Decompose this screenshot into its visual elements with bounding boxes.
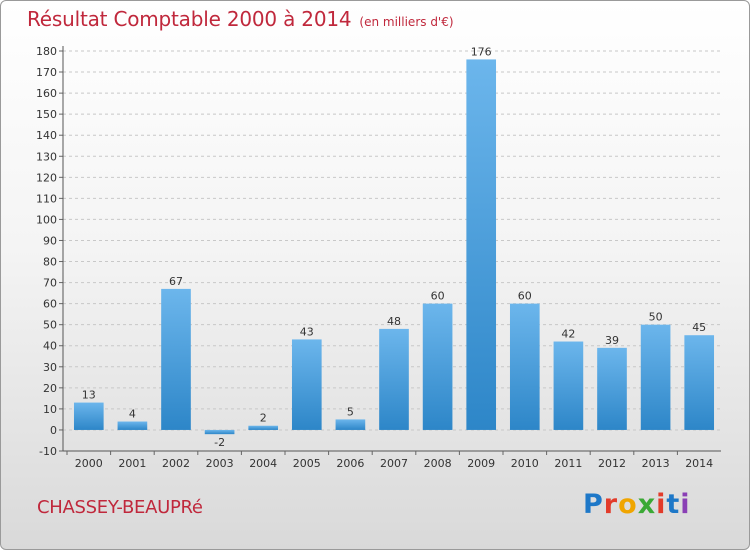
chart-title: Résultat Comptable 2000 à 2014: [27, 7, 352, 31]
y-tick-label: 40: [43, 340, 57, 353]
x-tick-label: 2004: [249, 457, 277, 470]
data-label-2004: 2: [260, 412, 267, 425]
axes: [59, 46, 721, 455]
x-tick-label: 2010: [511, 457, 539, 470]
y-tick-label: 60: [43, 298, 57, 311]
y-tick-label: 120: [36, 171, 57, 184]
y-tick-label: 110: [36, 192, 57, 205]
bar-2014: [684, 335, 715, 430]
y-tick-label: 0: [50, 424, 57, 437]
x-tick-label: 2007: [380, 457, 408, 470]
bar-2013: [640, 324, 671, 430]
chart-subtitle: (en milliers d'€): [359, 15, 454, 29]
data-label-2007: 48: [387, 315, 401, 328]
x-tick-label: 2000: [75, 457, 103, 470]
data-label-2009: 176: [471, 45, 492, 58]
data-label-2013: 50: [649, 311, 663, 324]
y-tick-label: 100: [36, 213, 57, 226]
bar-2012: [597, 347, 627, 430]
data-label-2008: 60: [431, 290, 445, 303]
logo-letter: x: [637, 489, 657, 520]
x-tick-label: 2001: [118, 457, 146, 470]
x-tick-label: 2013: [642, 457, 670, 470]
logo-letter: P: [583, 489, 604, 520]
bar-2004: [248, 425, 279, 430]
bar-2003: [204, 429, 235, 435]
y-tick-label: 170: [36, 66, 57, 79]
bar-2006: [335, 419, 366, 430]
x-tick-label: 2008: [424, 457, 452, 470]
y-tick-label: 150: [36, 108, 57, 121]
y-tick-label: 10: [43, 403, 57, 416]
bar-2002: [161, 288, 191, 430]
data-label-2010: 60: [518, 290, 532, 303]
data-label-2006: 5: [347, 405, 354, 418]
y-tick-label: 50: [43, 319, 57, 332]
x-tick-label: 2006: [336, 457, 364, 470]
bar-2008: [422, 303, 453, 430]
x-tick-labels: 2000 2001 2002 2003 2004 2005 2006 2007 2008 2009…: [75, 457, 713, 470]
data-label-2001: 4: [129, 408, 136, 421]
y-tick-label: 130: [36, 150, 57, 163]
y-tick-label: 140: [36, 129, 57, 142]
x-tick-label: 2014: [685, 457, 713, 470]
bars: [73, 59, 715, 435]
y-tick-label: 180: [36, 45, 57, 58]
bar-2001: [117, 421, 148, 430]
bar-2011: [553, 341, 584, 430]
data-label-2012: 39: [605, 334, 619, 347]
logo-letter: o: [618, 489, 638, 520]
y-tick-label: 80: [43, 256, 57, 269]
bar-2009: [466, 59, 497, 430]
logo-letter: r: [603, 489, 619, 520]
logo-letter: i: [656, 489, 667, 520]
commune-name: CHASSEY-BEAUPRé: [37, 497, 203, 518]
y-tick-label: 20: [43, 382, 57, 395]
chart-header: Résultat Comptable 2000 à 2014 (en millie…: [27, 7, 454, 31]
bar-2005: [291, 339, 322, 430]
data-label-2003: -2: [214, 436, 225, 449]
proxiti-logo: Proxiti: [583, 489, 691, 520]
x-tick-label: 2009: [467, 457, 495, 470]
y-tick-labels: -10 0 10 20 30 40 50 60 70 80 90 100 110 120 130 140 150…: [36, 45, 57, 458]
y-tick-label: 30: [43, 361, 57, 374]
x-tick-label: 2005: [293, 457, 321, 470]
y-tick-label: -10: [39, 445, 57, 458]
y-tick-label: 70: [43, 277, 57, 290]
logo-letter: i: [680, 489, 691, 520]
y-tick-label: 90: [43, 234, 57, 247]
data-label-2005: 43: [300, 325, 314, 338]
x-tick-label: 2011: [554, 457, 582, 470]
data-label-2002: 67: [169, 275, 183, 288]
bar-2010: [509, 303, 540, 430]
bar-2000: [73, 402, 104, 430]
y-tick-label: 160: [36, 87, 57, 100]
data-label-2000: 13: [82, 389, 96, 402]
x-tick-label: 2003: [206, 457, 234, 470]
logo-letter: t: [666, 489, 681, 520]
bar-2007: [379, 328, 409, 430]
x-tick-label: 2002: [162, 457, 190, 470]
x-tick-label: 2012: [598, 457, 626, 470]
data-labels: 13 4 67 -2 2 43 5 48 60 176 60 42 39 50 45: [82, 45, 706, 449]
data-label-2011: 42: [561, 328, 575, 341]
data-label-2014: 45: [692, 321, 706, 334]
